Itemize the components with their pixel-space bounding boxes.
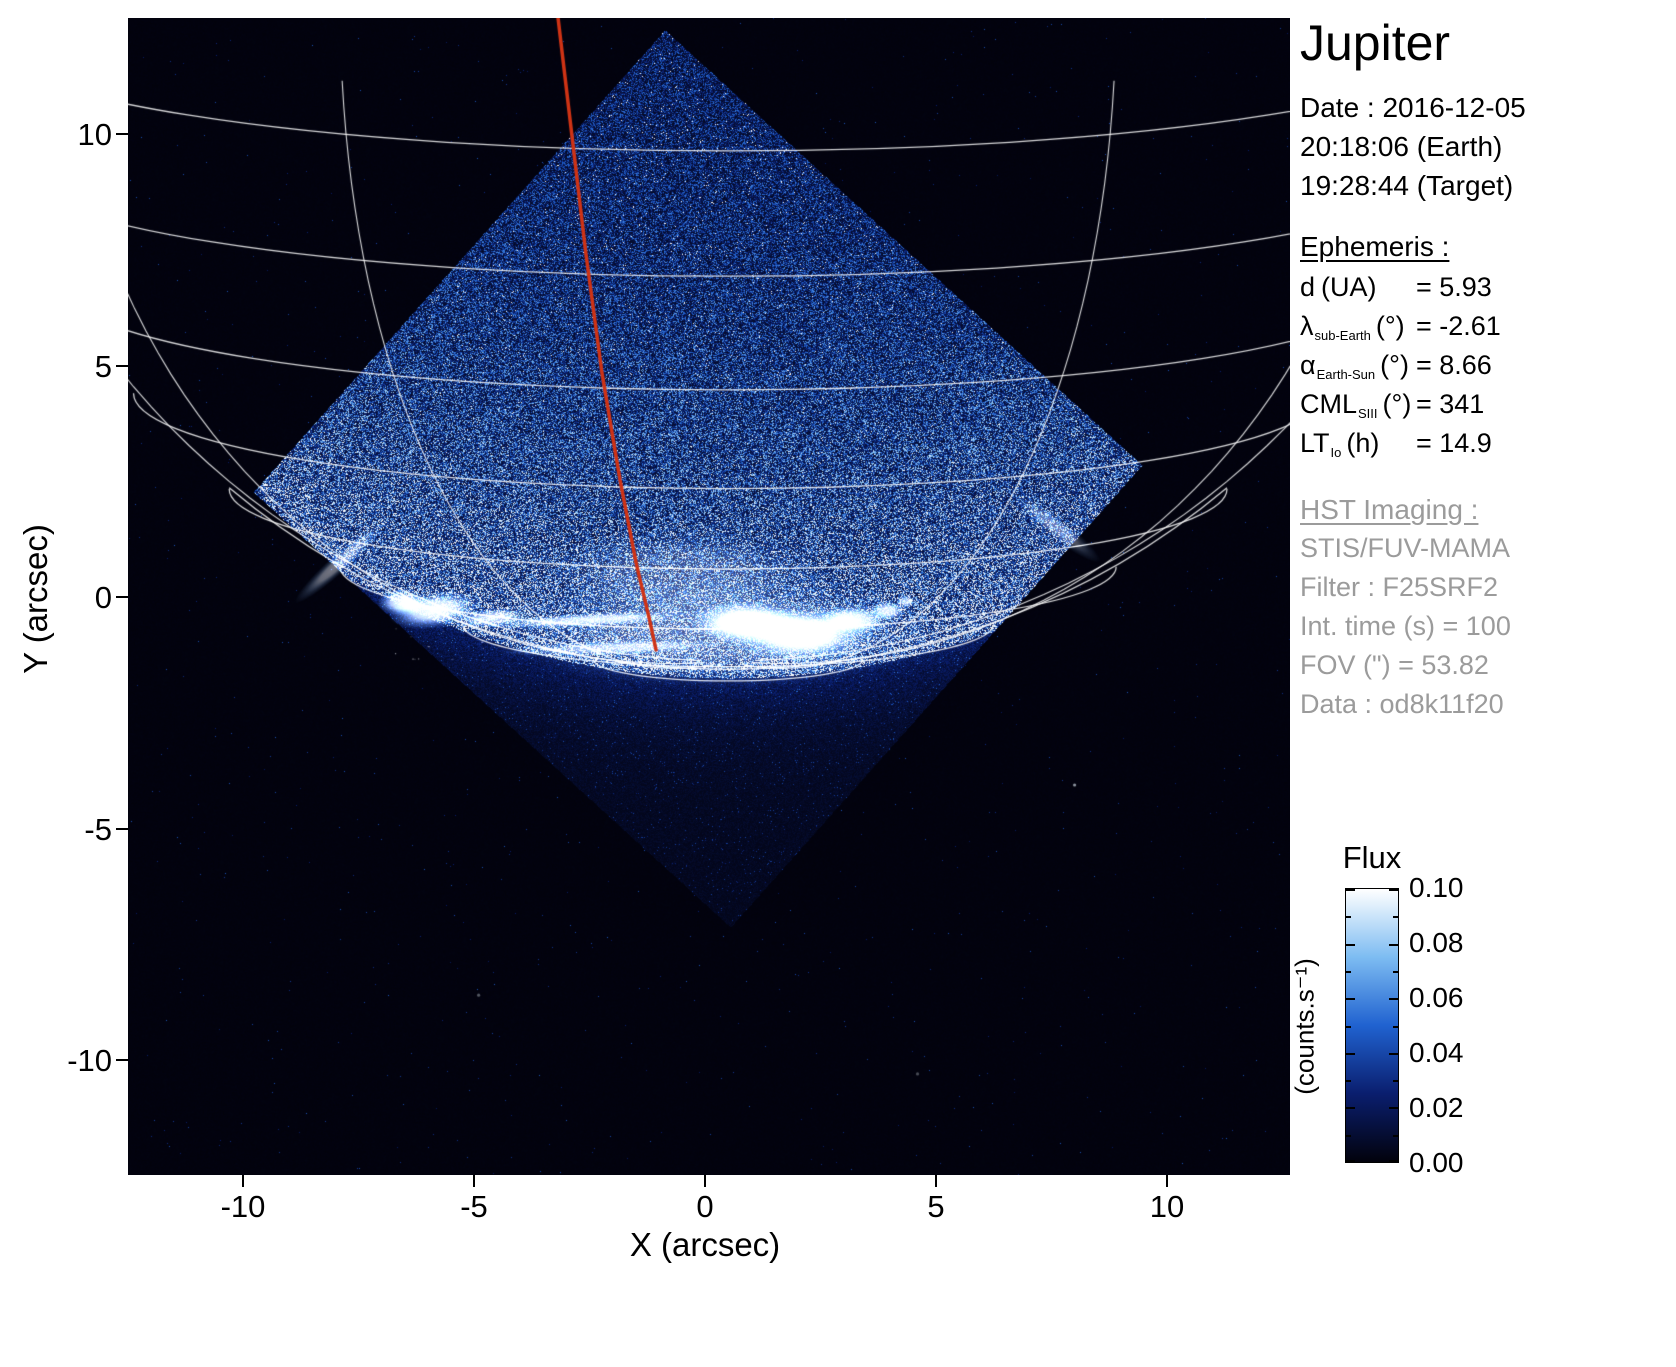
colorbar-tick (1346, 1160, 1355, 1162)
x-tick-label: -10 (183, 1190, 303, 1224)
obs-time-earth: 20:18:06 (Earth) (1300, 127, 1672, 166)
colorbar-tick (1389, 998, 1398, 1000)
colorbar-bar (1345, 888, 1399, 1163)
colorbar-tick (1346, 916, 1351, 918)
ephemeris-row: λsub-Earth (°) = -2.61 (1300, 311, 1672, 350)
ephemeris-unit: (°) (1380, 350, 1409, 380)
colorbar-tick (1346, 998, 1355, 1000)
ephemeris-row: CMLSIII (°) = 341 (1300, 389, 1672, 428)
y-axis-tick (116, 596, 128, 598)
ephemeris-value: = 341 (1416, 389, 1484, 420)
colorbar-tick (1346, 1080, 1351, 1082)
x-tick-label: 0 (645, 1190, 765, 1224)
colorbar-unit-label: (counts.s⁻¹) (1290, 897, 1321, 1157)
obs-date: Date : 2016-12-05 (1300, 88, 1672, 127)
colorbar-tick-label: 0.04 (1409, 1038, 1499, 1068)
colorbar-title: Flux (1322, 840, 1422, 876)
ephemeris-list: d (UA) = 5.93 λsub-Earth (°) = -2.61 αEart… (1300, 272, 1672, 467)
colorbar-tick-label: 0.06 (1409, 983, 1499, 1013)
figure-root: 10 5 0 -5 -10 -10 -5 0 5 10 Y (arcsec) X… (0, 0, 1676, 1367)
ephemeris-unit: (°) (1383, 389, 1412, 419)
ephemeris-symbol: CML (1300, 389, 1357, 419)
x-tick-label: 10 (1107, 1190, 1227, 1224)
y-axis-tick (116, 365, 128, 367)
colorbar-tick (1393, 1026, 1398, 1028)
x-axis-tick (935, 1175, 937, 1187)
image-plot-area (128, 18, 1290, 1175)
ephemeris-value: = 8.66 (1416, 350, 1492, 381)
colorbar-tick-label: 0.10 (1409, 873, 1499, 903)
colorbar-tick (1389, 1107, 1398, 1109)
colorbar-tick (1389, 944, 1398, 946)
ephemeris-unit: (°) (1376, 311, 1405, 341)
ephemeris-heading: Ephemeris : (1300, 227, 1672, 266)
colorbar-tick (1346, 1135, 1351, 1137)
colorbar-tick (1393, 1135, 1398, 1137)
x-tick-label: -5 (414, 1190, 534, 1224)
ephemeris-subscript: Io (1331, 445, 1342, 460)
colorbar-tick-label: 0.00 (1409, 1148, 1499, 1178)
colorbar-tick (1346, 1107, 1355, 1109)
ephemeris-unit: (h) (1346, 428, 1379, 458)
x-axis-tick (473, 1175, 475, 1187)
ephemeris-value: = -2.61 (1416, 311, 1501, 342)
hst-info-line: Filter : F25SRF2 (1300, 568, 1672, 607)
colorbar-tick (1389, 889, 1398, 891)
colorbar-tick-label: 0.08 (1409, 928, 1499, 958)
hst-info-line: FOV (") = 53.82 (1300, 646, 1672, 685)
y-axis-tick (116, 828, 128, 830)
ephemeris-value: = 5.93 (1416, 272, 1492, 303)
ephemeris-symbol: α (1300, 350, 1316, 380)
x-tick-label: 5 (876, 1190, 996, 1224)
hst-info-line: Int. time (s) = 100 (1300, 607, 1672, 646)
x-axis-tick (1166, 1175, 1168, 1187)
y-axis-tick (116, 1059, 128, 1061)
colorbar-tick (1346, 889, 1355, 891)
hst-imaging-heading: HST Imaging : (1300, 490, 1672, 529)
y-tick-label: 5 (38, 350, 112, 384)
ephemeris-subscript: SIII (1358, 406, 1378, 421)
fuv-image-canvas (128, 18, 1290, 1175)
ephemeris-subscript: sub-Earth (1315, 328, 1371, 343)
ephemeris-symbol: LT (1300, 428, 1330, 458)
x-axis-label: X (arcsec) (555, 1226, 855, 1264)
ephemeris-row: d (UA) = 5.93 (1300, 272, 1672, 311)
y-axis-label: Y (arcsec) (17, 469, 55, 729)
x-axis-tick (242, 1175, 244, 1187)
colorbar-tick (1346, 971, 1351, 973)
ephemeris-symbol: d (1300, 272, 1315, 302)
x-axis-tick (704, 1175, 706, 1187)
figure-title: Jupiter (1300, 14, 1450, 72)
ephemeris-symbol: λ (1300, 311, 1314, 341)
ephemeris-row: LTIo (h) = 14.9 (1300, 428, 1672, 467)
colorbar-tick (1393, 916, 1398, 918)
ephemeris-unit: (UA) (1321, 272, 1377, 302)
hst-info-line: Data : od8k11f20 (1300, 685, 1672, 724)
colorbar-tick (1346, 1053, 1355, 1055)
ephemeris-subscript: Earth-Sun (1317, 367, 1376, 382)
y-tick-label: 10 (38, 118, 112, 152)
y-tick-label: -5 (38, 813, 112, 847)
colorbar-tick (1346, 944, 1355, 946)
colorbar-tick (1346, 1026, 1351, 1028)
y-axis-tick (116, 133, 128, 135)
colorbar-tick (1389, 1160, 1398, 1162)
y-tick-label: -10 (38, 1044, 112, 1078)
colorbar-tick (1393, 971, 1398, 973)
colorbar-tick-label: 0.02 (1409, 1093, 1499, 1123)
obs-time-target: 19:28:44 (Target) (1300, 166, 1672, 205)
ephemeris-row: αEarth-Sun (°) = 8.66 (1300, 350, 1672, 389)
hst-info-list: STIS/FUV-MAMA Filter : F25SRF2 Int. time… (1300, 529, 1672, 724)
colorbar-tick (1389, 1053, 1398, 1055)
colorbar-tick (1393, 1080, 1398, 1082)
hst-info-line: STIS/FUV-MAMA (1300, 529, 1672, 568)
ephemeris-value: = 14.9 (1416, 428, 1492, 459)
